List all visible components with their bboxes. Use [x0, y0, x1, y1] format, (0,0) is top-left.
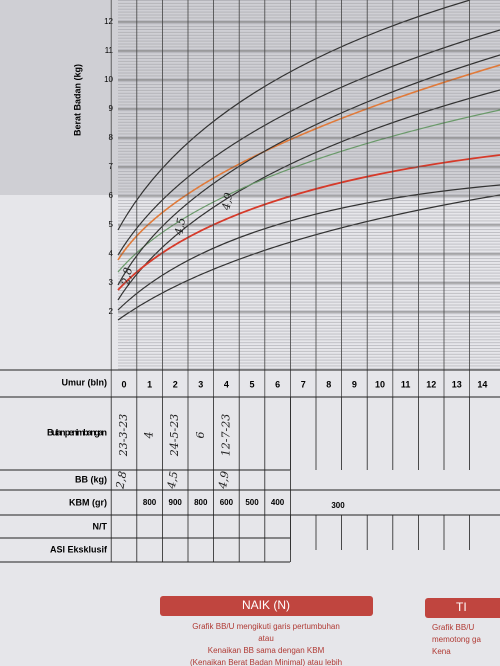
month-label: 12 [426, 379, 436, 389]
month-label: 5 [249, 379, 254, 389]
month-label: 7 [301, 379, 306, 389]
kbm-value: 800 [194, 498, 208, 507]
row-label: Bulan penimbangan [47, 427, 107, 437]
y-tick-label: 12 [104, 17, 113, 26]
umur-label: Umur (bln) [62, 377, 108, 387]
kbm-value: 800 [143, 498, 157, 507]
month-label: 2 [173, 379, 178, 389]
month-label: 10 [375, 379, 385, 389]
point-note: 4,9 [219, 192, 235, 212]
naik-title: NAIK (N) [242, 598, 290, 612]
month-label: 14 [477, 379, 487, 389]
naik-header [160, 596, 373, 616]
handwritten-date: 12-7-23 [219, 414, 232, 456]
handwritten-date: 24-5-23 [168, 414, 181, 457]
month-label: 0 [121, 379, 126, 389]
handwritten-date: 6 [194, 432, 207, 439]
kbm-value: 400 [271, 498, 285, 507]
handwritten-weight: 4,9 [216, 470, 232, 490]
row-label: ASI Eksklusif [50, 544, 108, 554]
naik-line: atau [258, 634, 274, 643]
handwritten-weight: 4,5 [165, 470, 181, 490]
tidak-line: memotong ga [432, 635, 481, 644]
kbm-value: 900 [169, 498, 183, 507]
fine-grid [118, 0, 500, 370]
kbm-value: 500 [245, 498, 259, 507]
month-label: 9 [352, 379, 357, 389]
month-label: 11 [401, 379, 411, 389]
handwritten-date: 4 [143, 432, 156, 440]
row-label: N/T [93, 521, 108, 531]
point-note: 2,8 [119, 267, 135, 287]
tidak-header [425, 598, 500, 618]
handwritten-date: 23-3-23 [117, 414, 130, 457]
month-label: 6 [275, 379, 280, 389]
month-label: 1 [147, 379, 152, 389]
y-axis-label: Berat Badan (kg) [72, 64, 82, 136]
month-label: 4 [224, 379, 229, 389]
month-label: 3 [198, 379, 203, 389]
naik-line: Kenaikan BB sama dengan KBM [208, 646, 325, 655]
tidak-title: TI [456, 600, 467, 614]
y-tick-label: 11 [105, 46, 114, 55]
kbm-value: 600 [220, 498, 234, 507]
month-label: 8 [326, 379, 331, 389]
row-label: KBM (gr) [69, 497, 107, 507]
row-label: BB (kg) [75, 474, 107, 484]
naik-line: (Kenaikan Berat Badan Minimal) atau lebi… [190, 658, 342, 666]
y-tick-label: 10 [104, 75, 113, 84]
naik-line: Grafik BB/U mengikuti garis pertumbuhan [192, 622, 340, 631]
kbm-value: 300 [331, 501, 345, 510]
point-note: 4,5 [172, 217, 188, 237]
tidak-line: Grafik BB/U [432, 623, 474, 632]
tidak-line: Kena [432, 647, 451, 656]
handwritten-weight: 2,8 [113, 470, 129, 490]
month-label: 13 [452, 379, 462, 389]
